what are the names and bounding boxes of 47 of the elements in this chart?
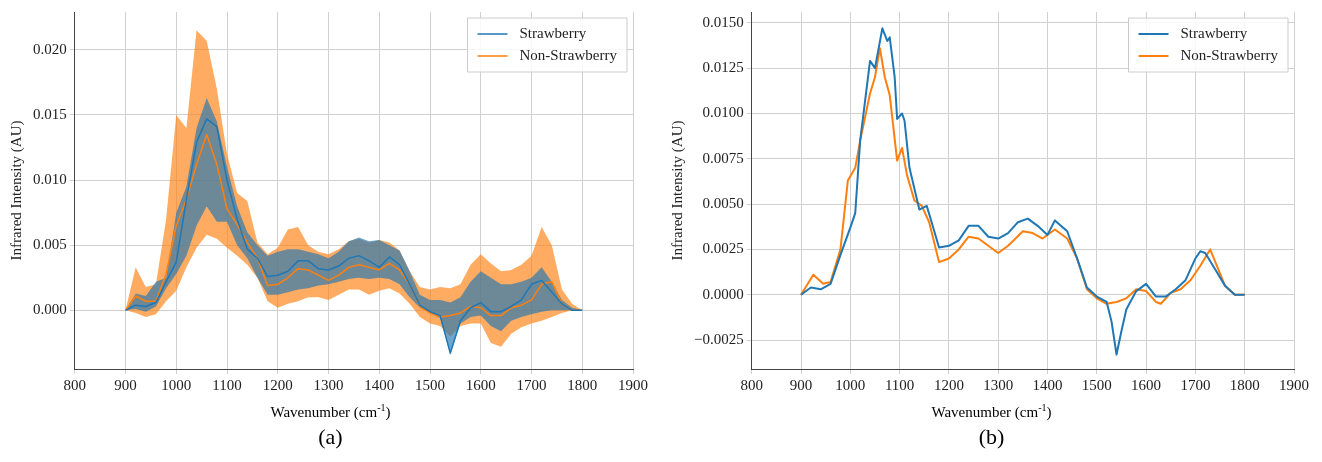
- x-tick-label: 1400: [364, 376, 395, 393]
- x-tick-label: 1600: [465, 376, 496, 393]
- y-tick-label: 0.0100: [702, 104, 744, 121]
- text: (a): [317, 424, 344, 450]
- x-tick-label: 1700: [1180, 376, 1211, 393]
- x-tick-label: 1200: [933, 376, 964, 393]
- x-tick-label: 1900: [618, 376, 648, 393]
- legend-label: Strawberry: [1180, 24, 1248, 41]
- legend-label: Strawberry: [519, 24, 587, 41]
- y-tick-label: 0.0075: [702, 149, 744, 166]
- x-tick-label: 800: [63, 376, 86, 393]
- y-tick-label: −0.0025: [693, 330, 744, 347]
- x-tick-label: 900: [789, 376, 813, 393]
- x-tick-label: 1800: [567, 376, 598, 393]
- legend-label: Non-Strawberry: [1180, 46, 1279, 63]
- x-tick-label: 1100: [884, 376, 915, 393]
- y-tick-label: 0.000: [33, 301, 67, 318]
- x-tick-label: 1000: [835, 376, 866, 393]
- y-tick-label: 0.005: [33, 236, 67, 253]
- x-tick-label: 1000: [161, 376, 192, 393]
- x-tick-label: 1900: [1279, 376, 1309, 393]
- x-tick-label: 1700: [516, 376, 547, 393]
- x-axis-title: Wavenumber (cm$^{-1}$): [269, 401, 392, 420]
- x-tick-label: 1300: [983, 376, 1014, 393]
- y-tick-label: 0.0025: [702, 240, 744, 257]
- x-tick-label: 1800: [1229, 376, 1260, 393]
- x-tick-label: 1300: [313, 376, 344, 393]
- y-tick-label: 0.0000: [702, 285, 744, 302]
- y-tick-label: 0.0050: [702, 195, 744, 212]
- x-tick-label: 900: [114, 376, 137, 393]
- x-tick-label: 1500: [1081, 376, 1112, 393]
- y-tick-label: 0.0125: [702, 59, 744, 76]
- x-tick-label: 1500: [415, 376, 445, 393]
- x-tick-label: 1600: [1131, 376, 1162, 393]
- y-axis-title: Infrared Intensity (AU): [668, 120, 686, 261]
- legend-label: Non-Strawberry: [519, 46, 618, 63]
- x-tick-label: 800: [740, 376, 763, 393]
- x-tick-label: 1400: [1032, 376, 1063, 393]
- y-tick-label: 0.010: [33, 171, 67, 188]
- x-tick-label: 1100: [212, 376, 242, 393]
- y-tick-label: 0.020: [33, 40, 67, 57]
- text: (b): [977, 424, 1006, 450]
- y-tick-label: 0.0150: [702, 13, 744, 30]
- y-tick-label: 0.015: [33, 105, 67, 122]
- x-axis-title: Wavenumber (cm$^{-1}$): [930, 401, 1053, 420]
- x-tick-label: 1200: [262, 376, 293, 393]
- y-axis-title: Infrared Intensity (AU): [7, 120, 25, 261]
